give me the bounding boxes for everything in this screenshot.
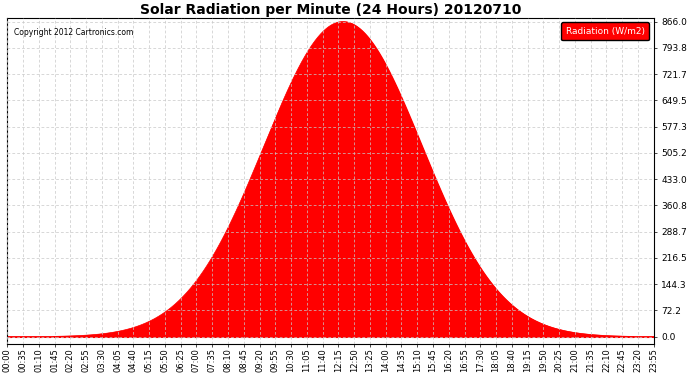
Text: Copyright 2012 Cartronics.com: Copyright 2012 Cartronics.com bbox=[14, 28, 133, 37]
Title: Solar Radiation per Minute (24 Hours) 20120710: Solar Radiation per Minute (24 Hours) 20… bbox=[140, 3, 521, 17]
Legend: Radiation (W/m2): Radiation (W/m2) bbox=[561, 22, 649, 40]
